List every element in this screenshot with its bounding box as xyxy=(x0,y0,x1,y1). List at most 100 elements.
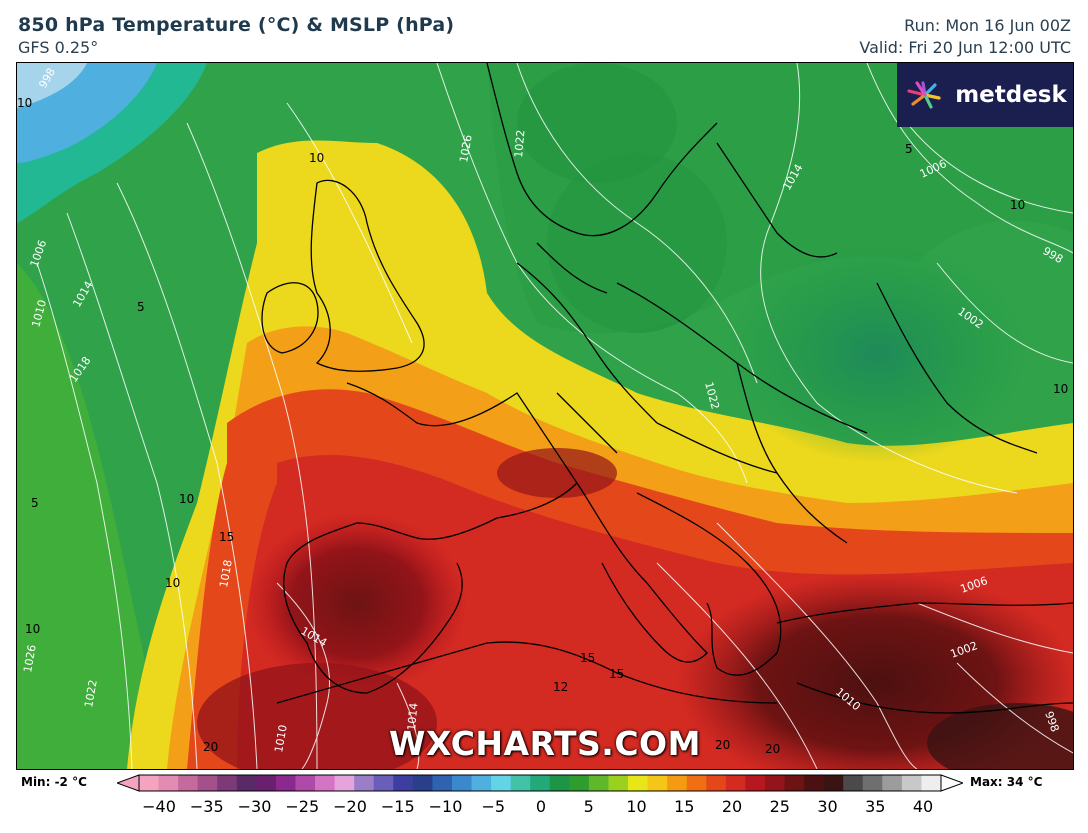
legend-tick-label: 25 xyxy=(769,797,790,816)
iberia-heat-core xyxy=(247,513,467,693)
legend-tick-label: 20 xyxy=(721,797,743,816)
isobar-label: 1010 xyxy=(272,724,290,754)
temp-label: 20 xyxy=(765,742,780,756)
legend-tick-label: −20 xyxy=(333,797,367,816)
scale-color-cell xyxy=(628,775,649,791)
header-right: Run: Mon 16 Jun 00Z Valid: Fri 20 Jun 12… xyxy=(859,15,1071,59)
legend-tick-label: 35 xyxy=(865,797,886,816)
temp-label: 10 xyxy=(1010,198,1025,212)
scale-color-cell xyxy=(608,775,629,791)
legend-tick-label: −15 xyxy=(380,797,415,816)
scale-color-cell xyxy=(275,775,296,791)
map-svg: 10 5 5 10 10 15 10 10 15 15 12 20 20 20 … xyxy=(17,63,1073,769)
temp-label: 12 xyxy=(553,680,568,694)
scale-color-cell xyxy=(217,775,238,791)
isobars xyxy=(36,63,1073,769)
scale-color-cell xyxy=(706,775,727,791)
run-time: Run: Mon 16 Jun 00Z xyxy=(904,16,1071,35)
coastlines xyxy=(261,63,1073,714)
scale-color-cell xyxy=(139,775,160,791)
temp-label: 15 xyxy=(580,651,595,665)
scale-color-cell xyxy=(862,775,883,791)
scale-color-cell xyxy=(667,775,688,791)
scale-color-cell xyxy=(784,775,805,791)
metdesk-burst-icon xyxy=(907,81,941,109)
scale-color-cell xyxy=(549,775,570,791)
scale-color-cell xyxy=(178,775,199,791)
scale-color-cell xyxy=(315,775,336,791)
scale-color-cell xyxy=(236,775,257,791)
temp-label: 15 xyxy=(609,667,624,681)
temp-label: 10 xyxy=(309,151,324,165)
east-heat-core xyxy=(927,703,1073,769)
model-name: GFS 0.25° xyxy=(18,38,99,57)
scale-color-cell xyxy=(745,775,766,791)
legend-min-label: Min: -2 °C xyxy=(21,775,87,789)
scale-color-cell xyxy=(432,775,453,791)
scale-color-cell xyxy=(471,775,492,791)
watermark: WXCHARTS.COM xyxy=(389,724,701,763)
temp-label: 20 xyxy=(203,740,218,754)
scale-right-arrow xyxy=(940,774,963,792)
scale-color-cell xyxy=(158,775,179,791)
scale-color-cell xyxy=(647,775,668,791)
temperature-labels: 10 5 5 10 10 15 10 10 15 15 12 20 20 20 … xyxy=(17,96,1068,756)
scale-color-cell xyxy=(843,775,864,791)
scale-color-cell xyxy=(823,775,844,791)
scale-color-cell xyxy=(510,775,531,791)
scale-color-cell xyxy=(764,775,786,791)
legend-max-label: Max: 34 °C xyxy=(970,775,1043,789)
legend-tick-label: 30 xyxy=(817,797,838,816)
scale-color-cell xyxy=(354,775,375,791)
weather-map[interactable]: 10 5 5 10 10 15 10 10 15 15 12 20 20 20 … xyxy=(16,62,1074,770)
cold-area-light xyxy=(17,63,87,108)
legend-tick-label: −25 xyxy=(285,797,320,816)
legend-tick-label: 10 xyxy=(626,797,647,816)
isobar-label: 1014 xyxy=(405,702,420,731)
scale-color-cell xyxy=(373,775,394,791)
scale-color-cell xyxy=(921,775,942,791)
scale-color-cell xyxy=(451,775,473,791)
scale-color-cell xyxy=(295,775,316,791)
isobar-label: 1022 xyxy=(82,679,100,709)
scale-left-arrow xyxy=(117,774,140,792)
legend-tick-label: 40 xyxy=(912,797,934,816)
temp-label: 10 xyxy=(1053,382,1068,396)
isobar-label: 1026 xyxy=(21,644,39,674)
legend-tick-label: 5 xyxy=(583,797,594,816)
scale-color-cell xyxy=(197,775,218,791)
alps-heat-core xyxy=(497,448,617,498)
temp-label: 5 xyxy=(905,142,913,156)
scale-color-cell xyxy=(901,775,922,791)
scale-color-cell xyxy=(491,775,512,791)
legend-tick-label: −5 xyxy=(481,797,506,816)
legend-tick-label: 15 xyxy=(674,797,695,816)
temp-label: 5 xyxy=(31,496,39,510)
scale-color-cell xyxy=(725,775,746,791)
logo-text: metdesk xyxy=(955,82,1067,108)
legend-tick-label: −10 xyxy=(428,797,463,816)
temp-label: 20 xyxy=(715,738,730,752)
scale-color-cell xyxy=(393,775,414,791)
header-left: 850 hPa Temperature (°C) & MSLP (hPa) GF… xyxy=(18,14,454,57)
scale-color-cell xyxy=(882,775,903,791)
scale-color-cell xyxy=(588,775,609,791)
color-scale-bar xyxy=(117,774,963,792)
legend-tick-label: −40 xyxy=(142,797,176,816)
legend-tick-label: 0 xyxy=(535,797,547,816)
scale-color-cell xyxy=(569,775,590,791)
legend-tick-label: −35 xyxy=(189,797,224,816)
temp-label: 5 xyxy=(137,300,145,314)
scale-color-cell xyxy=(256,775,277,791)
isobar-label: 1026 xyxy=(457,134,475,164)
temp-label: 10 xyxy=(25,622,40,636)
isobar-label: 1022 xyxy=(512,129,527,158)
scale-color-cell xyxy=(412,775,433,791)
temp-label: 10 xyxy=(17,96,32,110)
green-west xyxy=(17,263,167,769)
temp-label: 15 xyxy=(219,530,234,544)
metdesk-logo[interactable]: metdesk xyxy=(897,63,1073,127)
valid-time: Valid: Fri 20 Jun 12:00 UTC xyxy=(859,38,1071,57)
legend-tick-label: −30 xyxy=(237,797,272,816)
scale-color-cell xyxy=(530,775,551,791)
